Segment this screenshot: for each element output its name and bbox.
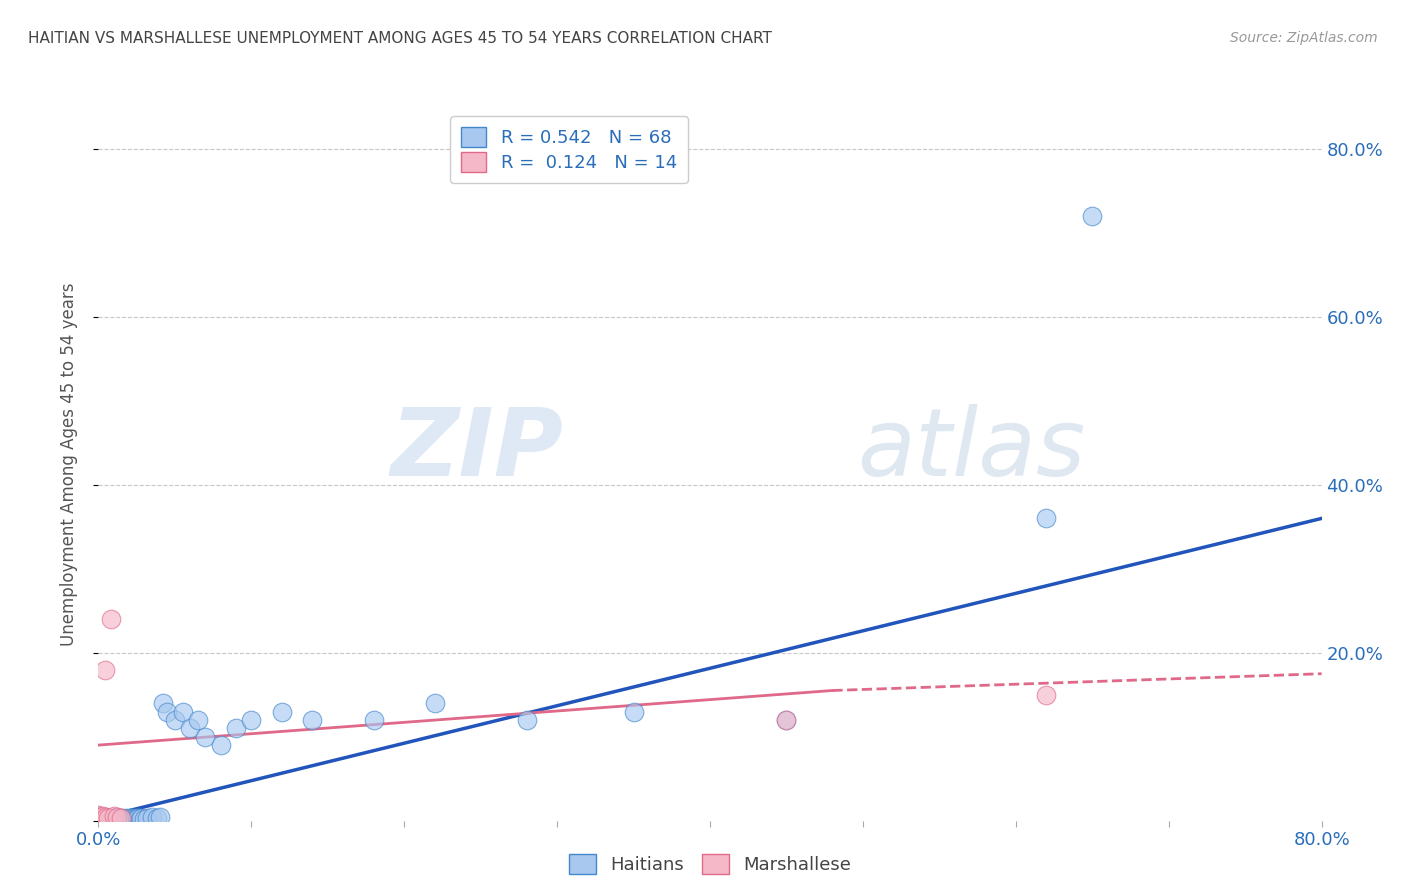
Point xyxy=(87,810,110,824)
Point xyxy=(108,811,131,825)
Point xyxy=(104,812,127,826)
Point xyxy=(125,811,148,825)
Point xyxy=(301,713,323,727)
Point xyxy=(105,811,128,825)
Point xyxy=(240,713,263,727)
Point xyxy=(117,812,139,826)
Point xyxy=(110,811,132,825)
Point xyxy=(156,705,179,719)
Point xyxy=(105,810,128,824)
Point xyxy=(1035,688,1057,702)
Text: Source: ZipAtlas.com: Source: ZipAtlas.com xyxy=(1230,31,1378,45)
Point xyxy=(91,812,114,826)
Point xyxy=(141,810,163,824)
Point xyxy=(94,811,117,825)
Point xyxy=(115,812,138,826)
Point xyxy=(87,813,110,827)
Point xyxy=(112,812,135,826)
Point xyxy=(94,810,117,824)
Point xyxy=(101,812,124,826)
Point xyxy=(90,811,112,825)
Point xyxy=(110,813,132,827)
Point xyxy=(423,696,446,710)
Point xyxy=(187,713,209,727)
Point xyxy=(149,810,172,824)
Point xyxy=(172,705,194,719)
Point xyxy=(94,812,117,826)
Point xyxy=(97,811,120,825)
Point xyxy=(87,812,110,826)
Point xyxy=(100,812,122,826)
Point xyxy=(107,812,129,826)
Point xyxy=(121,812,143,826)
Point xyxy=(98,811,121,825)
Point xyxy=(87,809,110,823)
Point xyxy=(145,811,167,825)
Point xyxy=(98,813,121,827)
Point xyxy=(363,713,385,727)
Point xyxy=(103,813,125,827)
Point xyxy=(516,713,538,727)
Text: ZIP: ZIP xyxy=(391,403,564,496)
Point xyxy=(118,812,141,826)
Point xyxy=(93,811,115,825)
Point xyxy=(87,811,110,825)
Text: HAITIAN VS MARSHALLESE UNEMPLOYMENT AMONG AGES 45 TO 54 YEARS CORRELATION CHART: HAITIAN VS MARSHALLESE UNEMPLOYMENT AMON… xyxy=(28,31,772,46)
Point xyxy=(127,811,149,825)
Point xyxy=(128,812,150,826)
Y-axis label: Unemployment Among Ages 45 to 54 years: Unemployment Among Ages 45 to 54 years xyxy=(59,282,77,646)
Point xyxy=(93,663,115,677)
Point xyxy=(775,713,797,727)
Legend: Haitians, Marshallese: Haitians, Marshallese xyxy=(560,845,860,883)
Point xyxy=(111,812,134,826)
Point xyxy=(100,612,122,626)
Point xyxy=(91,809,114,823)
Point xyxy=(110,811,132,825)
Point xyxy=(115,811,138,825)
Point xyxy=(209,738,232,752)
Point xyxy=(194,730,217,744)
Point xyxy=(122,811,145,825)
Point xyxy=(136,811,159,825)
Point xyxy=(152,696,174,710)
Point xyxy=(87,813,110,827)
Point xyxy=(225,721,247,735)
Point xyxy=(103,811,125,825)
Point xyxy=(124,812,146,826)
Point xyxy=(105,813,128,827)
Point xyxy=(270,705,292,719)
Point xyxy=(89,810,111,824)
Point xyxy=(179,721,201,735)
Text: atlas: atlas xyxy=(856,404,1085,495)
Point xyxy=(100,811,122,825)
Point xyxy=(1035,511,1057,525)
Point xyxy=(1081,209,1104,223)
Point xyxy=(775,713,797,727)
Point xyxy=(163,713,186,727)
Point xyxy=(87,814,110,828)
Point xyxy=(87,812,110,826)
Point xyxy=(87,807,110,822)
Point xyxy=(120,811,142,825)
Point xyxy=(93,813,115,827)
Point xyxy=(129,811,152,825)
Point xyxy=(134,812,156,826)
Point xyxy=(90,813,112,827)
Point xyxy=(103,809,125,823)
Point xyxy=(87,811,110,825)
Point xyxy=(94,813,117,827)
Point xyxy=(623,705,645,719)
Point xyxy=(97,812,120,826)
